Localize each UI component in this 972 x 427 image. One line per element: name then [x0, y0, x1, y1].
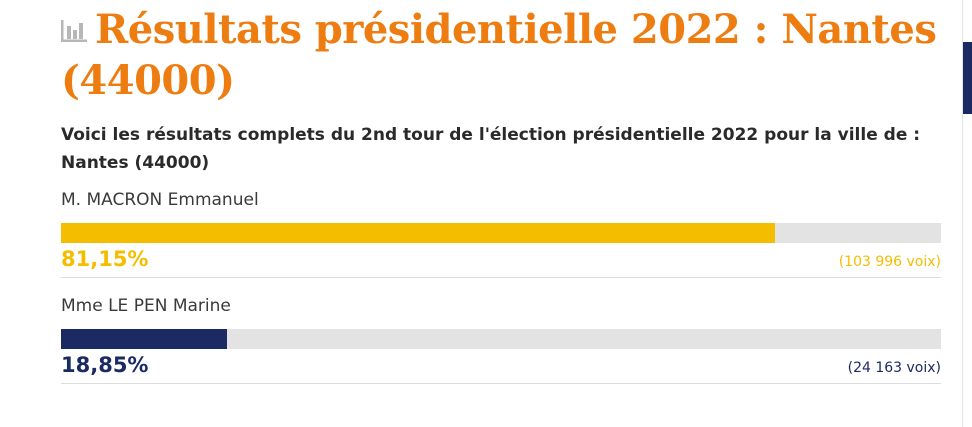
- votes-count: (103 996 voix): [838, 254, 941, 270]
- percent-value: 81,15%: [61, 247, 149, 271]
- result-bar-fill: [61, 329, 227, 349]
- result-bar-fill: [61, 223, 776, 243]
- page-title-text: Résultats présidentielle 2022 : Nantes (…: [61, 6, 937, 104]
- results-section: Résultats présidentielle 2022 : Nantes (…: [61, 0, 941, 384]
- result-bar-track: [61, 329, 941, 349]
- bar-chart-icon: [61, 5, 87, 53]
- votes-count: (24 163 voix): [847, 360, 941, 376]
- side-panel-edge: [962, 0, 972, 427]
- side-panel-block: [963, 42, 972, 114]
- candidate-name: M. MACRON Emmanuel: [61, 190, 259, 210]
- percent-value: 18,85%: [61, 353, 149, 377]
- intro-text: Voici les résultats complets du 2nd tour…: [61, 125, 921, 173]
- result-bar-track: [61, 223, 941, 243]
- candidate-result-macron: M. MACRON Emmanuel 81,15% (103 996 voix): [61, 189, 941, 278]
- candidate-result-le-pen: Mme LE PEN Marine 18,85% (24 163 voix): [61, 295, 941, 384]
- page-title: Résultats présidentielle 2022 : Nantes (…: [61, 6, 941, 105]
- candidate-name: Mme LE PEN Marine: [61, 296, 231, 316]
